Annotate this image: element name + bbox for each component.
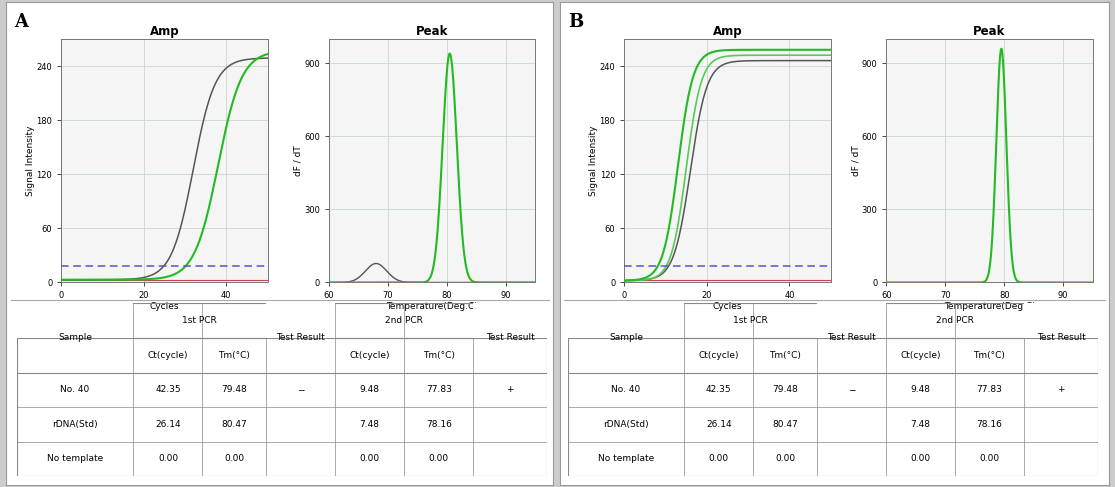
Text: Ct(cycle): Ct(cycle) [147, 351, 188, 360]
Bar [817, 303, 886, 338]
X-axis label: Temperature(Deg.C): Temperature(Deg.C) [386, 302, 478, 311]
Text: 2nd PCR: 2nd PCR [385, 316, 423, 325]
Text: 0.00: 0.00 [360, 454, 380, 464]
Text: Tm(°C): Tm(°C) [423, 351, 455, 360]
Text: 80.47: 80.47 [222, 420, 248, 429]
Text: Tm(°C): Tm(°C) [769, 351, 801, 360]
Text: Test Result: Test Result [1037, 334, 1086, 342]
Text: Ct(cycle): Ct(cycle) [900, 351, 941, 360]
Text: 0.00: 0.00 [428, 454, 448, 464]
Text: 9.48: 9.48 [911, 385, 931, 394]
Text: 77.83: 77.83 [426, 385, 452, 394]
Text: Tm(°C): Tm(°C) [219, 351, 250, 360]
Text: rDNA(Std): rDNA(Std) [52, 420, 98, 429]
Text: 0.00: 0.00 [709, 454, 729, 464]
Y-axis label: dF / dT: dF / dT [851, 145, 860, 176]
Title: Amp: Amp [149, 25, 180, 38]
Text: A: A [14, 13, 29, 31]
Text: No. 40: No. 40 [60, 385, 89, 394]
Text: 26.14: 26.14 [155, 420, 181, 429]
Text: No template: No template [47, 454, 104, 464]
Text: 79.48: 79.48 [773, 385, 798, 394]
Bar [568, 303, 685, 338]
Text: 0.00: 0.00 [911, 454, 931, 464]
Text: 78.16: 78.16 [977, 420, 1002, 429]
Text: 26.14: 26.14 [706, 420, 731, 429]
Bar [17, 303, 134, 338]
Text: 42.35: 42.35 [706, 385, 731, 394]
Bar [473, 303, 547, 338]
Text: rDNA(Std): rDNA(Std) [603, 420, 649, 429]
Text: B: B [569, 13, 584, 31]
Bar [266, 303, 336, 338]
Y-axis label: dF / dT: dF / dT [293, 145, 302, 176]
Title: Peak: Peak [416, 25, 448, 38]
Text: −: − [847, 385, 855, 394]
Text: Test Result: Test Result [827, 334, 876, 342]
Y-axis label: Signal Intensity: Signal Intensity [589, 126, 598, 196]
Text: 79.48: 79.48 [222, 385, 248, 394]
Text: 7.48: 7.48 [911, 420, 931, 429]
Text: Test Result: Test Result [486, 334, 535, 342]
Text: 0.00: 0.00 [775, 454, 795, 464]
Text: Tm(°C): Tm(°C) [973, 351, 1006, 360]
Text: 1st PCR: 1st PCR [183, 316, 217, 325]
Text: +: + [1057, 385, 1065, 394]
Title: Amp: Amp [712, 25, 743, 38]
Text: 7.48: 7.48 [360, 420, 380, 429]
X-axis label: Cycles: Cycles [712, 302, 743, 311]
X-axis label: Temperature(Deg.C): Temperature(Deg.C) [943, 302, 1036, 311]
X-axis label: Cycles: Cycles [149, 302, 180, 311]
Text: 78.16: 78.16 [426, 420, 452, 429]
Y-axis label: Signal Intensity: Signal Intensity [26, 126, 35, 196]
Text: 0.00: 0.00 [224, 454, 244, 464]
Text: 2nd PCR: 2nd PCR [935, 316, 973, 325]
Title: Peak: Peak [973, 25, 1006, 38]
Text: Sample: Sample [58, 334, 93, 342]
Text: Ct(cycle): Ct(cycle) [698, 351, 739, 360]
Text: 77.83: 77.83 [977, 385, 1002, 394]
Text: No. 40: No. 40 [611, 385, 640, 394]
Text: Sample: Sample [609, 334, 643, 342]
Text: Test Result: Test Result [277, 334, 326, 342]
Text: 80.47: 80.47 [773, 420, 798, 429]
Text: 0.00: 0.00 [158, 454, 178, 464]
Text: 42.35: 42.35 [155, 385, 181, 394]
Text: Ct(cycle): Ct(cycle) [349, 351, 390, 360]
Bar [1024, 303, 1098, 338]
Text: 0.00: 0.00 [979, 454, 999, 464]
Text: 9.48: 9.48 [360, 385, 380, 394]
Text: 1st PCR: 1st PCR [734, 316, 768, 325]
Text: −: − [297, 385, 304, 394]
Text: No template: No template [598, 454, 655, 464]
Text: +: + [506, 385, 514, 394]
